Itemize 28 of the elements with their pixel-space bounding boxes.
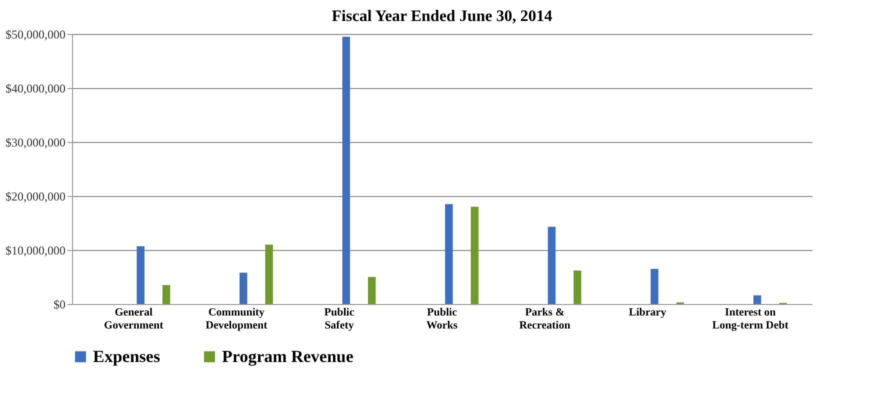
bar (650, 268, 658, 304)
bar (162, 285, 170, 304)
legend-label: Program Revenue (222, 346, 354, 366)
bar (240, 272, 248, 304)
bar (574, 270, 582, 304)
bar (548, 226, 556, 304)
y-tick-label: $40,000,000 (6, 82, 66, 96)
y-tick-label: $20,000,000 (6, 190, 66, 204)
bar (136, 246, 144, 304)
bar (265, 244, 273, 304)
x-tick-label: Interest on Long-term Debt (712, 306, 789, 332)
bar (753, 295, 762, 304)
y-tick-label: $50,000,000 (6, 28, 66, 42)
x-tick-label: Public Safety (324, 306, 354, 332)
bar (342, 36, 350, 304)
bar (470, 206, 478, 304)
x-tick-label: Public Works (426, 306, 458, 332)
legend-label: Expenses (93, 346, 160, 366)
y-tick-label: $0 (54, 298, 66, 312)
x-tick-label: Community Development (206, 306, 268, 332)
x-tick-label: General Government (104, 306, 164, 332)
bar (445, 204, 453, 304)
y-tick-label: $10,000,000 (6, 244, 66, 258)
x-tick-label: Parks & Recreation (519, 306, 570, 332)
bar (368, 277, 376, 304)
chart-title: Fiscal Year Ended June 30, 2014 (332, 8, 552, 25)
y-tick-label: $30,000,000 (6, 136, 66, 150)
x-tick-label: Library (628, 306, 667, 318)
